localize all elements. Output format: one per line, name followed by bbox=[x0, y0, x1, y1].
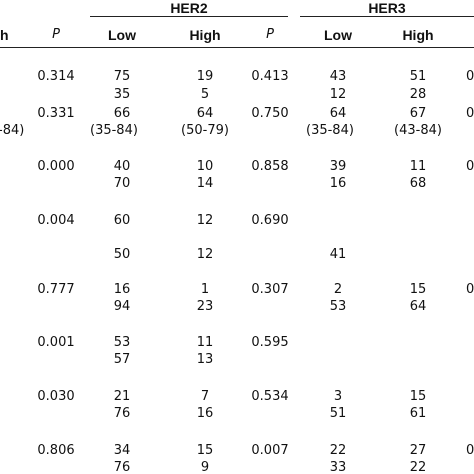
table-cell: 0.001 bbox=[37, 335, 75, 350]
column-header: P bbox=[52, 27, 60, 42]
table-cell: 35 bbox=[113, 87, 131, 102]
table-cell: 28 bbox=[409, 87, 427, 102]
table-cell: 61 bbox=[409, 406, 427, 421]
table-cell: (35-84) bbox=[306, 123, 354, 138]
table-cell: 11 bbox=[196, 335, 214, 350]
table-cell: 0.007 bbox=[251, 443, 289, 458]
table-cell: 16 bbox=[329, 176, 347, 191]
table-cell: 21 bbox=[113, 389, 131, 404]
table-cell: 27 bbox=[409, 443, 427, 458]
table-cell: (43-84) bbox=[394, 123, 442, 138]
table-cell: 66 bbox=[113, 106, 131, 121]
table-cell: 9 bbox=[200, 460, 210, 474]
table-cell: 53 bbox=[329, 299, 347, 314]
table-cell: 15 bbox=[196, 443, 214, 458]
table-cell: 7 bbox=[200, 389, 210, 404]
table-cell: 76 bbox=[113, 406, 131, 421]
column-header: h bbox=[0, 27, 9, 43]
column-header: High bbox=[402, 27, 434, 43]
table-cell: 43 bbox=[329, 69, 347, 84]
table-cell: 3 bbox=[333, 389, 343, 404]
table-cell: 0( bbox=[466, 443, 474, 458]
table-cell: 60 bbox=[113, 213, 131, 228]
table-cell: 0.777 bbox=[37, 282, 75, 297]
table-cell: 23 bbox=[196, 299, 214, 314]
table-cell: 19 bbox=[196, 69, 214, 84]
her2-rule bbox=[90, 16, 288, 17]
column-header: Low bbox=[324, 27, 352, 43]
table-cell: 53 bbox=[113, 335, 131, 350]
group-header: HER2 bbox=[170, 0, 208, 16]
group-header: HER3 bbox=[368, 0, 406, 16]
table-cell: 12 bbox=[196, 213, 214, 228]
table-cell: 0( bbox=[466, 159, 474, 174]
table-cell: (50-79) bbox=[181, 123, 229, 138]
table-cell: -84) bbox=[0, 123, 25, 138]
table-cell: 0.806 bbox=[37, 443, 75, 458]
table-cell: 16 bbox=[196, 406, 214, 421]
table-cell: 0.595 bbox=[251, 335, 289, 350]
table-cell: 13 bbox=[196, 352, 214, 367]
table-cell: 11 bbox=[409, 159, 427, 174]
table-cell: 22 bbox=[409, 460, 427, 474]
table-cell: 14 bbox=[196, 176, 214, 191]
table-cell: 68 bbox=[409, 176, 427, 191]
table-cell: 33 bbox=[329, 460, 347, 474]
her3-rule bbox=[300, 16, 474, 17]
table-cell: 0.030 bbox=[37, 389, 75, 404]
table-cell: 51 bbox=[329, 406, 347, 421]
table-cell: 0( bbox=[466, 106, 474, 121]
table-cell: 41 bbox=[329, 247, 347, 262]
table-cell: 0.534 bbox=[251, 389, 289, 404]
table-cell: 0.413 bbox=[251, 69, 289, 84]
table-cell: 64 bbox=[409, 299, 427, 314]
table-cell: 0.750 bbox=[251, 106, 289, 121]
table-cell: 0.307 bbox=[251, 282, 289, 297]
table-cell: 67 bbox=[409, 106, 427, 121]
column-header: High bbox=[189, 27, 221, 43]
table-cell: 10 bbox=[196, 159, 214, 174]
table-cell: 0.314 bbox=[37, 69, 75, 84]
table-cell: 1 bbox=[200, 282, 210, 297]
table-cell: 0.331 bbox=[37, 106, 75, 121]
table-cell: 40 bbox=[113, 159, 131, 174]
table-cell: 57 bbox=[113, 352, 131, 367]
table-cell: 70 bbox=[113, 176, 131, 191]
table-cell: 39 bbox=[329, 159, 347, 174]
table-cell: 0.004 bbox=[37, 213, 75, 228]
table-cell: 0.858 bbox=[251, 159, 289, 174]
table-cell: 75 bbox=[113, 69, 131, 84]
table-cell: 15 bbox=[409, 389, 427, 404]
table-cell: 2 bbox=[333, 282, 343, 297]
table-cell: 64 bbox=[196, 106, 214, 121]
table-cell: 0( bbox=[466, 69, 474, 84]
table-cell: 0.000 bbox=[37, 159, 75, 174]
table-cell: 51 bbox=[409, 69, 427, 84]
table-cell: 15 bbox=[409, 282, 427, 297]
header-rule bbox=[0, 47, 474, 48]
table-cell: 0( bbox=[466, 282, 474, 297]
column-header: P bbox=[266, 27, 274, 42]
table-cell: 12 bbox=[196, 247, 214, 262]
table-cell: 0.690 bbox=[251, 213, 289, 228]
table-cell: (35-84) bbox=[90, 123, 138, 138]
table-cell: 16 bbox=[113, 282, 131, 297]
table-cell: 64 bbox=[329, 106, 347, 121]
table-cell: 76 bbox=[113, 460, 131, 474]
column-header: Low bbox=[108, 27, 136, 43]
table-cell: 22 bbox=[329, 443, 347, 458]
table-cell: 50 bbox=[113, 247, 131, 262]
table-cell: 34 bbox=[113, 443, 131, 458]
table-cell: 5 bbox=[200, 87, 210, 102]
table-cell: 12 bbox=[329, 87, 347, 102]
table-cell: 94 bbox=[113, 299, 131, 314]
